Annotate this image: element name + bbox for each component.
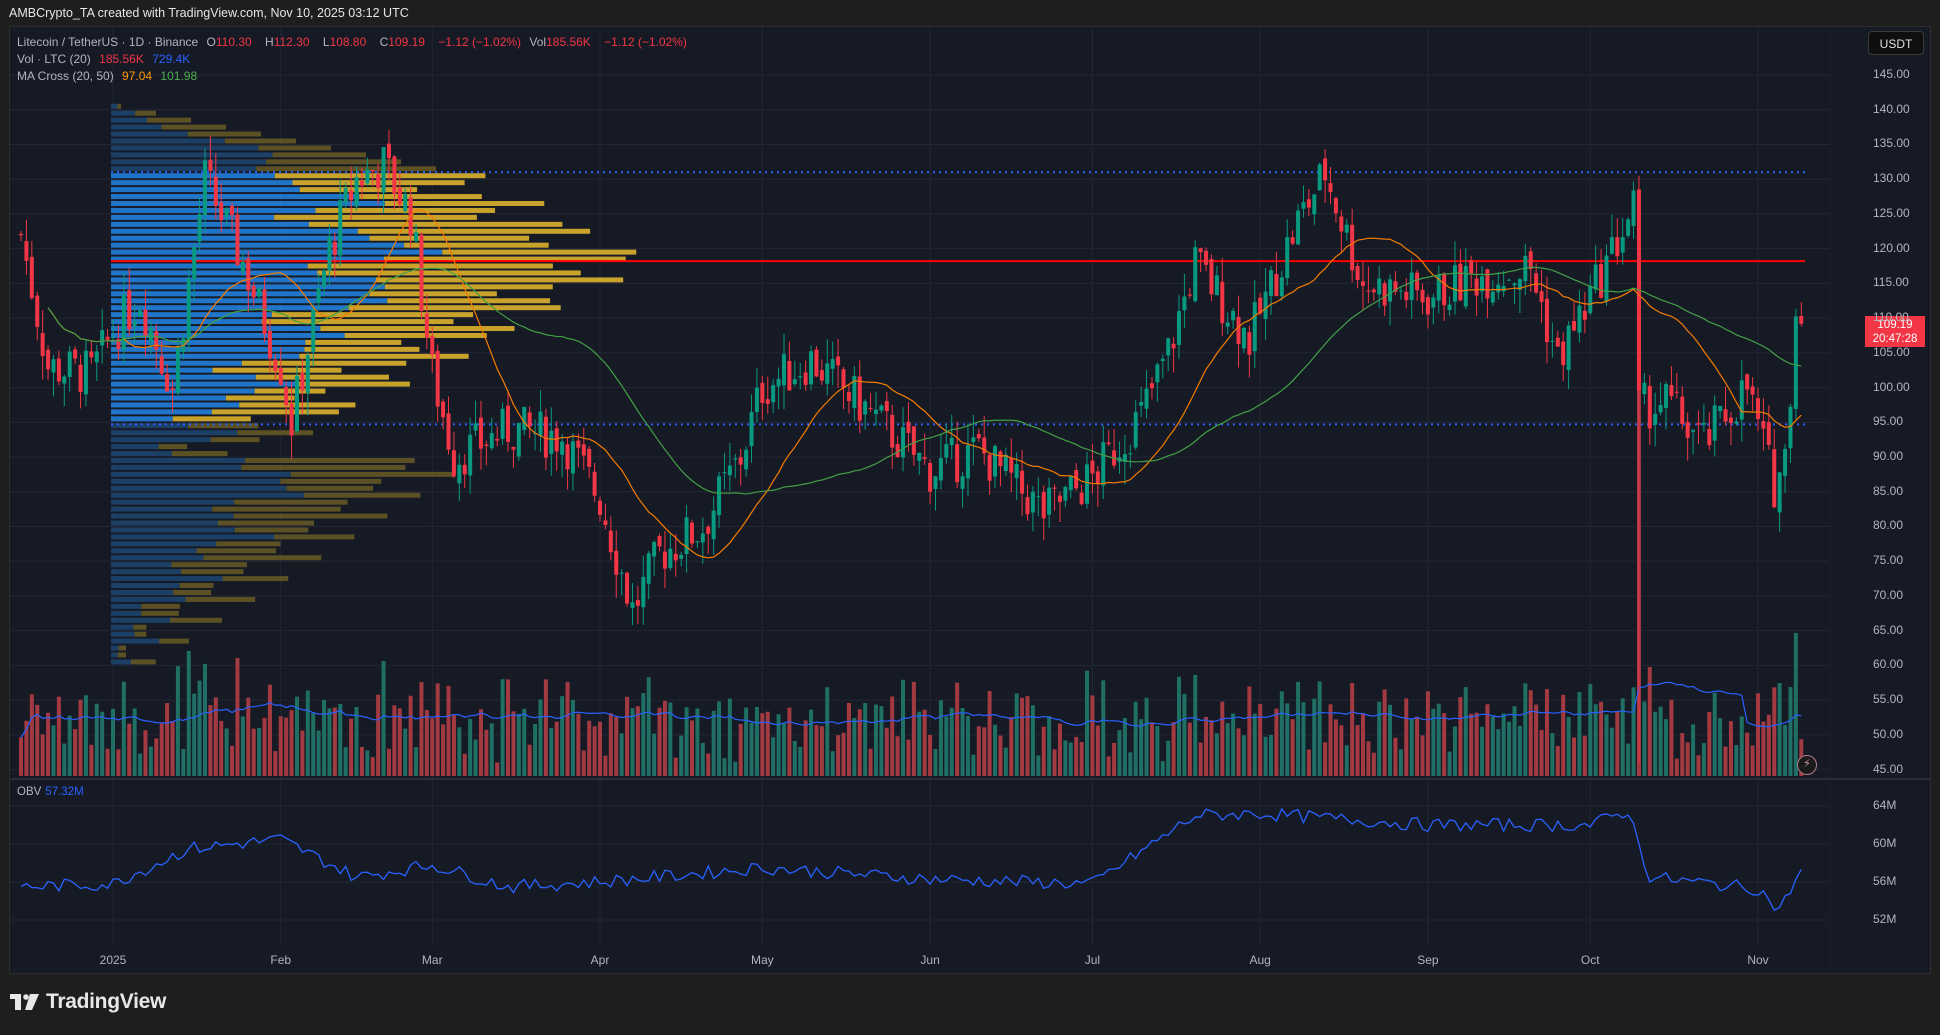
- time-axis-label: May: [750, 953, 774, 967]
- price-axis-label: 65.00: [1873, 622, 1904, 637]
- price-axis-label: 120.00: [1873, 240, 1910, 255]
- time-axis-label: Sep: [1417, 953, 1439, 967]
- obv-axis-label: 60M: [1873, 836, 1897, 850]
- change-value: −1.12 (−1.02%): [438, 35, 522, 49]
- symbol-name[interactable]: Litecoin / TetherUS · 1D · Binance: [17, 35, 199, 49]
- time-axis-label: Feb: [270, 953, 292, 967]
- price-axis-label: 110.00: [1873, 310, 1909, 325]
- time-axis-label: Jun: [920, 953, 940, 967]
- time-axis-label: Jul: [1084, 953, 1101, 967]
- price-axis-label: 55.00: [1873, 692, 1904, 707]
- high-value: 112.30: [273, 35, 310, 49]
- price-axis-label: 130.00: [1873, 171, 1910, 186]
- low-label: L: [322, 35, 330, 49]
- ma-slow-value: 101.98: [160, 69, 198, 83]
- open-label: O: [206, 35, 216, 49]
- time-axis-label: Oct: [1580, 953, 1600, 967]
- bar-countdown: 20:47:28: [1872, 333, 1918, 345]
- ma-cross-name[interactable]: MA Cross (20, 50): [17, 69, 114, 83]
- tradingview-logo-icon: [10, 994, 39, 1010]
- close-value: 109.19: [388, 35, 425, 49]
- price-axis-label: 85.00: [1873, 483, 1904, 498]
- chart-attribution: AMBCrypto_TA created with TradingView.co…: [9, 6, 409, 20]
- price-axis-label: 60.00: [1873, 657, 1904, 672]
- vol-value: 185.56K: [546, 35, 591, 49]
- price-axis-label: 90.00: [1873, 449, 1904, 464]
- price-axis-label: 75.00: [1873, 553, 1904, 568]
- price-axis-label: 125.00: [1873, 205, 1910, 220]
- vol-change-value: −1.12 (−1.02%): [604, 35, 687, 49]
- high-label: H: [265, 35, 274, 49]
- ma-fast-value: 97.04: [122, 69, 153, 83]
- obv-legend: OBV 57.32M: [17, 786, 84, 798]
- time-axis-label: Aug: [1249, 953, 1271, 967]
- price-axis-label: 50.00: [1873, 726, 1904, 741]
- price-axis-label: 70.00: [1873, 587, 1904, 602]
- time-axis-label: Mar: [421, 953, 443, 967]
- tradingview-logo: TradingView: [10, 990, 166, 1014]
- obv-axis-label: 56M: [1873, 874, 1897, 888]
- volume-indicator-value: 185.56K: [99, 52, 144, 66]
- symbol-legend: Litecoin / TetherUS · 1D · Binance O110.…: [17, 35, 692, 49]
- close-label: C: [379, 35, 389, 49]
- time-axis-label: Nov: [1747, 953, 1769, 967]
- price-axis-label: 95.00: [1873, 414, 1904, 429]
- obv-axis-label: 52M: [1873, 912, 1897, 926]
- price-axis-label: 115.00: [1873, 275, 1909, 290]
- vol-label: Vol: [529, 35, 547, 49]
- price-axis-label: 80.00: [1873, 518, 1904, 533]
- last-price-tag: 109.19 20:47:28: [1865, 316, 1925, 347]
- tradingview-logo-text: TradingView: [46, 990, 167, 1013]
- volume-ma-value: 729.4K: [152, 52, 191, 66]
- lightning-icon[interactable]: ⚡: [1797, 755, 1817, 775]
- low-value: 108.80: [329, 35, 367, 49]
- ma-cross-legend: MA Cross (20, 50) 97.04 101.98: [17, 69, 202, 83]
- time-axis-label: 2025: [99, 953, 127, 967]
- obv-label[interactable]: OBV: [17, 786, 42, 798]
- time-axis-label: Apr: [590, 953, 610, 967]
- price-axis-label: 45.00: [1873, 761, 1904, 776]
- volume-legend: Vol · LTC (20) 185.56K 729.4K: [17, 52, 195, 66]
- last-price: 109.19: [1877, 319, 1913, 331]
- price-axis-label: 140.00: [1873, 101, 1910, 116]
- volume-indicator-name[interactable]: Vol · LTC (20): [17, 52, 91, 66]
- obv-value: 57.32M: [45, 786, 84, 798]
- price-axis-label: 100.00: [1873, 379, 1910, 394]
- currency-button[interactable]: USDT: [1868, 31, 1924, 55]
- open-value: 110.30: [215, 35, 252, 49]
- price-axis-label: 145.00: [1873, 67, 1910, 81]
- obv-axis-label: 64M: [1873, 798, 1897, 812]
- price-axis-label: 135.00: [1873, 136, 1910, 151]
- price-axis-label: 105.00: [1873, 344, 1910, 359]
